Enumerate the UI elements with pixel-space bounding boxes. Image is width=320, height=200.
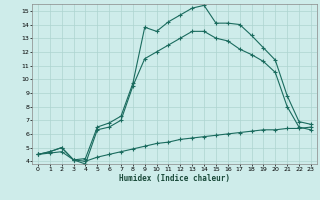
X-axis label: Humidex (Indice chaleur): Humidex (Indice chaleur) bbox=[119, 174, 230, 183]
